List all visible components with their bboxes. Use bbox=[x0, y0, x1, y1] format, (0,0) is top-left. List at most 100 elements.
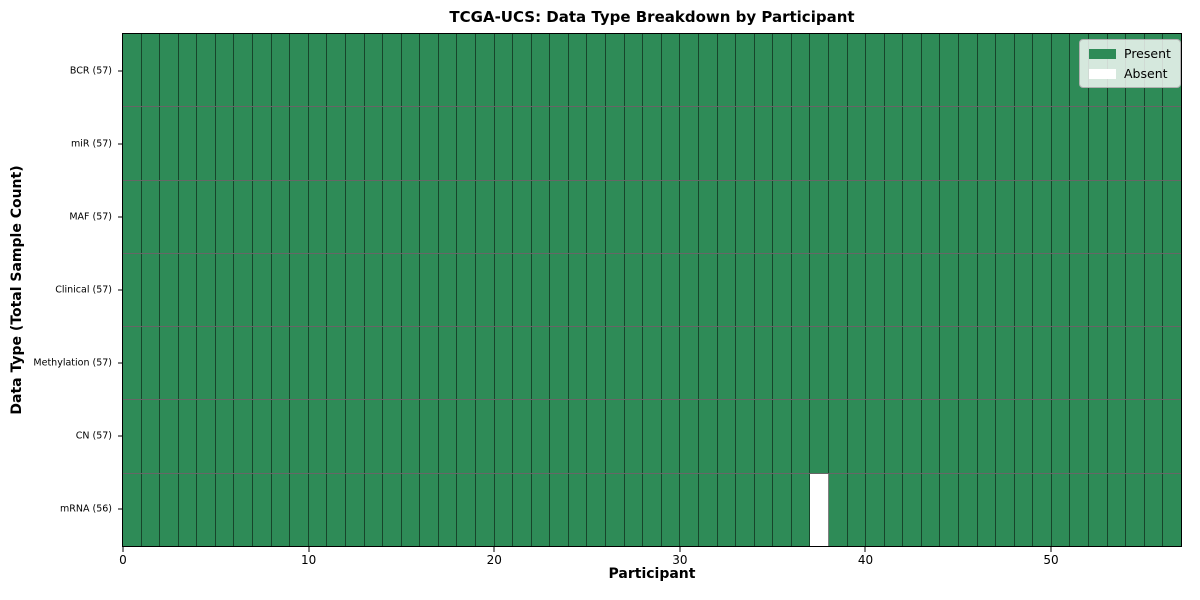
heatmap-cell-present bbox=[643, 473, 662, 546]
heatmap-cell-present bbox=[271, 327, 291, 400]
heatmap-cell-present bbox=[345, 107, 365, 180]
heatmap-cell-present bbox=[141, 253, 161, 327]
heatmap-cell-present bbox=[438, 107, 458, 180]
heatmap-cell-present bbox=[513, 107, 532, 180]
heatmap-cell-present bbox=[290, 473, 309, 546]
heatmap-cell-present bbox=[828, 253, 848, 327]
present-swatch-icon bbox=[1089, 48, 1116, 59]
heatmap-cell-present bbox=[661, 473, 681, 546]
heatmap-cell-present bbox=[568, 473, 588, 546]
heatmap-cell-present bbox=[494, 34, 514, 107]
heatmap-cell-present bbox=[178, 400, 198, 473]
heatmap-cell-present bbox=[160, 253, 179, 327]
heatmap-cell-present bbox=[791, 34, 811, 107]
heatmap-cell-present bbox=[234, 253, 254, 327]
heatmap-cell-present bbox=[123, 400, 142, 473]
x-axis-label: Participant bbox=[608, 566, 696, 582]
heatmap-cell-present bbox=[494, 107, 514, 180]
heatmap-cell-present bbox=[977, 327, 997, 400]
heatmap-cell-present bbox=[141, 107, 161, 180]
heatmap-cell-present bbox=[531, 34, 551, 107]
x-tick-label: 40 bbox=[857, 553, 874, 567]
heatmap-cell-present bbox=[996, 253, 1015, 327]
heatmap-cell-present bbox=[1070, 400, 1090, 473]
heatmap-cell-present bbox=[1033, 327, 1052, 400]
heatmap-cell-present bbox=[1089, 107, 1108, 180]
heatmap-cell-present bbox=[624, 34, 644, 107]
heatmap-cell-present bbox=[345, 400, 365, 473]
heatmap-cell-present bbox=[308, 180, 328, 253]
heatmap-row-miR bbox=[123, 107, 1181, 181]
heatmap-cell-present bbox=[550, 107, 569, 180]
heatmap-cell-present bbox=[959, 473, 978, 546]
heatmap-cell-present bbox=[959, 253, 978, 327]
heatmap-cell-present bbox=[866, 34, 885, 107]
heatmap-cell-present bbox=[531, 107, 551, 180]
heatmap-cell-present bbox=[1070, 473, 1090, 546]
legend-item-absent: Absent bbox=[1089, 66, 1171, 81]
heatmap-cell-present bbox=[1089, 400, 1108, 473]
heatmap-cell-present bbox=[1051, 34, 1071, 107]
heatmap-cell-present bbox=[141, 180, 161, 253]
heatmap-cell-present bbox=[345, 34, 365, 107]
heatmap-cell-present bbox=[308, 473, 328, 546]
heatmap-cell-present bbox=[996, 400, 1015, 473]
heatmap-cell-present bbox=[1107, 253, 1127, 327]
x-tick-label: 0 bbox=[119, 553, 127, 567]
heatmap-cell-present bbox=[438, 253, 458, 327]
heatmap-cell-present bbox=[1126, 327, 1145, 400]
heatmap-cell-present bbox=[1033, 34, 1052, 107]
heatmap-cell-present bbox=[773, 107, 792, 180]
heatmap-cell-present bbox=[475, 327, 495, 400]
heatmap-cell-present bbox=[903, 34, 922, 107]
heatmap-cell-present bbox=[643, 180, 662, 253]
heatmap-cell-present bbox=[680, 180, 699, 253]
heatmap-cell-present bbox=[513, 34, 532, 107]
heatmap-cell-present bbox=[921, 253, 941, 327]
heatmap-cell-present bbox=[531, 400, 551, 473]
heatmap-cell-present bbox=[271, 400, 291, 473]
heatmap-cell-present bbox=[717, 34, 737, 107]
heatmap-cell-present bbox=[959, 180, 978, 253]
x-tick-labels: 0 10 20 30 40 50 bbox=[119, 553, 1181, 567]
heatmap-cell-present bbox=[550, 400, 569, 473]
heatmap-cell-present bbox=[884, 253, 904, 327]
heatmap-cell-present bbox=[940, 107, 960, 180]
x-tick-mark bbox=[493, 547, 495, 552]
heatmap-cell-present bbox=[1051, 327, 1071, 400]
heatmap-cell-present bbox=[810, 107, 829, 180]
heatmap-cell-present bbox=[1107, 180, 1127, 253]
heatmap-cell-present bbox=[736, 400, 755, 473]
heatmap-cell-present bbox=[754, 253, 774, 327]
heatmap-cell-present bbox=[531, 473, 551, 546]
heatmap-cell-present bbox=[345, 253, 365, 327]
heatmap-cell-present bbox=[123, 253, 142, 327]
heatmap-cell-present bbox=[921, 327, 941, 400]
heatmap-cell-present bbox=[383, 327, 402, 400]
heatmap-cell-present bbox=[1163, 253, 1181, 327]
heatmap-cell-present bbox=[866, 400, 885, 473]
heatmap-cell-present bbox=[661, 327, 681, 400]
heatmap-cell-present bbox=[810, 34, 829, 107]
heatmap-cell-present bbox=[810, 180, 829, 253]
heatmap-cell-present bbox=[327, 473, 346, 546]
heatmap-cell-present bbox=[1014, 253, 1034, 327]
heatmap-cell-present bbox=[197, 107, 216, 180]
heatmap-cell-present bbox=[308, 253, 328, 327]
heatmap-cell-present bbox=[215, 34, 235, 107]
heatmap-cell-present bbox=[568, 180, 588, 253]
heatmap-cell-present bbox=[197, 327, 216, 400]
heatmap-cell-present bbox=[866, 473, 885, 546]
heatmap-row-Clinical bbox=[123, 253, 1181, 328]
heatmap-cell-present bbox=[773, 34, 792, 107]
heatmap-cell-present bbox=[550, 473, 569, 546]
heatmap-cell-present bbox=[717, 473, 737, 546]
heatmap-cell-present bbox=[847, 473, 867, 546]
x-tick-label: 10 bbox=[300, 553, 317, 567]
heatmap-cell-present bbox=[457, 253, 476, 327]
heatmap-cell-present bbox=[568, 253, 588, 327]
heatmap-cell-present bbox=[215, 180, 235, 253]
heatmap-cell-absent bbox=[810, 473, 829, 546]
y-tick-mark bbox=[118, 216, 122, 218]
heatmap-cell-present bbox=[234, 473, 254, 546]
